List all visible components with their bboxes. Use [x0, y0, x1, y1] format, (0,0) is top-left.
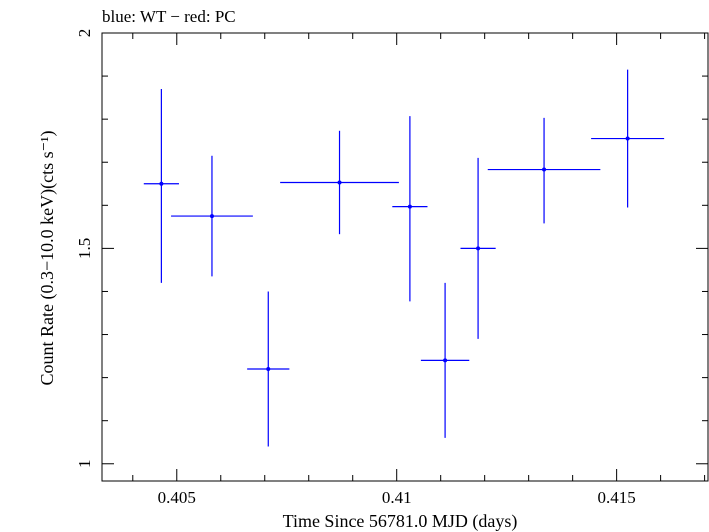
data-point — [591, 69, 665, 208]
y-axis-label: Count Rate (0.3−10.0 keV)(cts s⁻¹) — [37, 130, 58, 385]
data-marker — [542, 167, 547, 172]
data-marker — [209, 214, 214, 219]
axis-tick-labels: 0.405 0.41 0.415 1 1.5 2 — [75, 29, 636, 507]
data-point — [171, 155, 253, 277]
data-point — [143, 89, 179, 283]
data-marker — [476, 246, 481, 251]
x-axis-label: Time Since 56781.0 MJD (days) — [283, 511, 518, 532]
data-marker — [159, 181, 164, 186]
x-tick-label: 0.415 — [598, 488, 636, 507]
data-marker — [407, 204, 412, 209]
data-point — [280, 130, 399, 235]
x-tick-label: 0.405 — [158, 488, 196, 507]
data-point — [487, 117, 601, 224]
chart-title: blue: WT − red: PC — [102, 7, 236, 26]
data-points — [143, 69, 665, 447]
y-tick-label: 2 — [75, 29, 94, 38]
data-point — [460, 157, 496, 339]
data-point — [392, 116, 428, 302]
data-point — [420, 282, 470, 438]
y-tick-label: 1 — [75, 460, 94, 469]
data-marker — [337, 180, 342, 185]
data-marker — [625, 136, 630, 141]
y-tick-label: 1.5 — [75, 238, 94, 259]
data-marker — [266, 367, 271, 371]
x-tick-label: 0.41 — [382, 488, 412, 507]
data-marker — [443, 358, 448, 363]
plot-frame — [101, 32, 709, 482]
axis-ticks — [102, 32, 708, 481]
data-point — [247, 291, 290, 447]
